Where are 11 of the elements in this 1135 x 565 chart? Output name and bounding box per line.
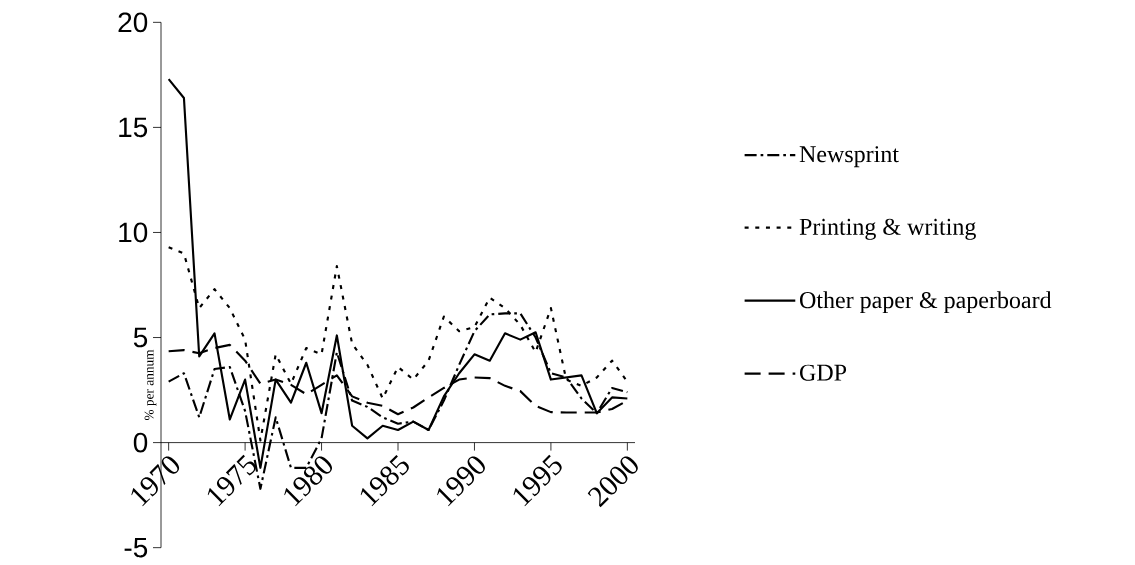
y-tick-label: 0	[133, 432, 148, 453]
y-tick-label: 5	[133, 327, 148, 348]
y-tick-label: 10	[119, 222, 148, 243]
legend-label: GDP	[800, 364, 847, 381]
y-axis-title: % per annum	[144, 349, 157, 421]
legend-label: Other paper & paperboard	[800, 291, 1052, 314]
y-tick-label: -5	[124, 537, 148, 558]
y-tick-label: 20	[118, 12, 148, 33]
y-tick-label: 15	[119, 117, 148, 138]
legend-label: Newsprint	[799, 146, 899, 168]
legend-label: Printing & writing	[799, 218, 976, 240]
